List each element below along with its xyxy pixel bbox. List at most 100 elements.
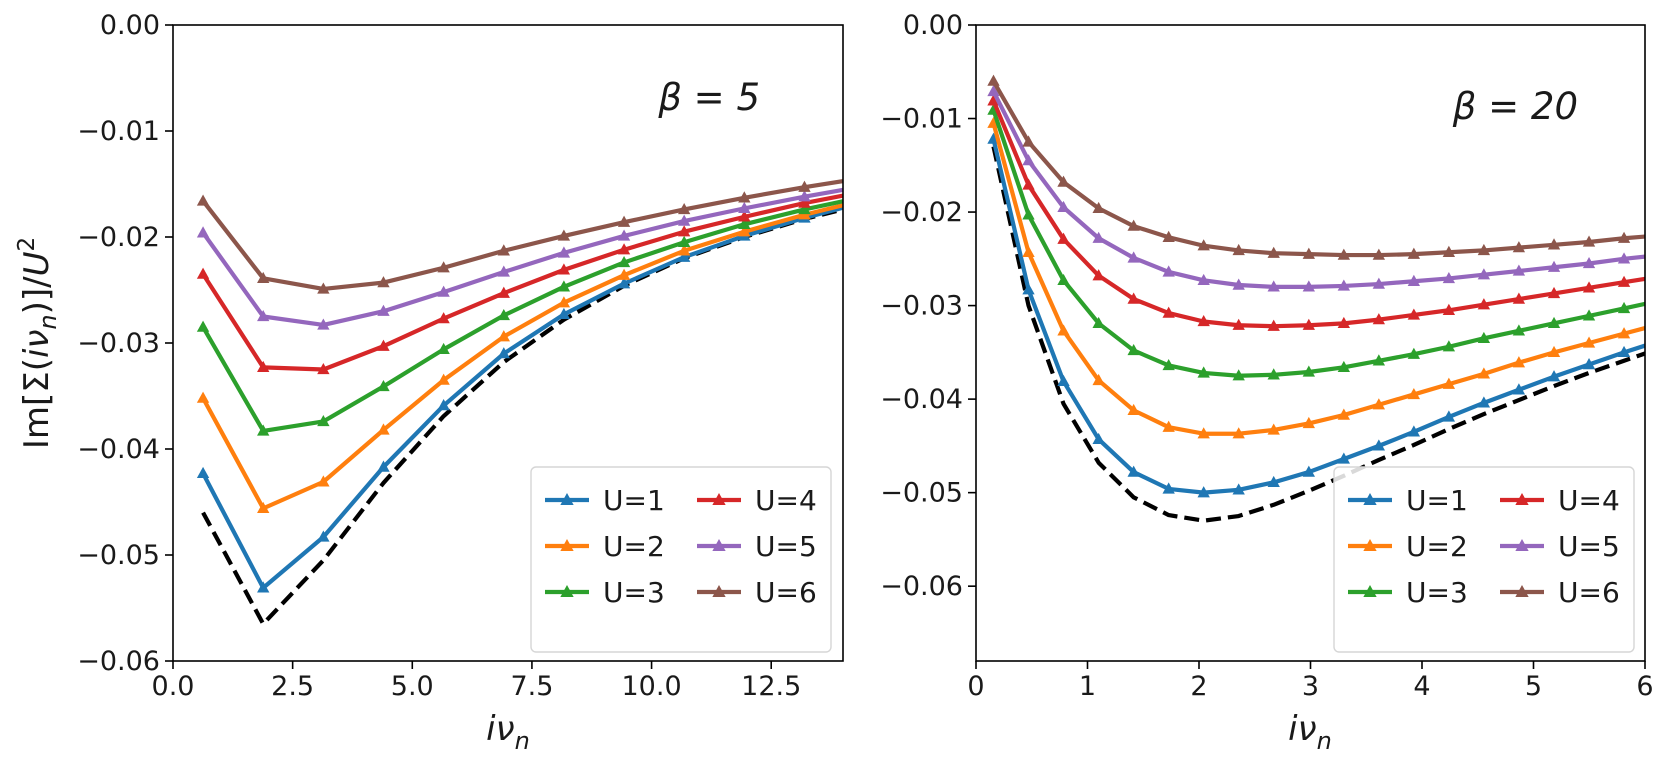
left-legend-label-u5: U=5	[755, 530, 817, 563]
right-x-tick-label: 0	[967, 671, 984, 702]
left-marker-u5	[677, 214, 691, 226]
right-marker-u2	[1582, 336, 1596, 348]
left-marker-u6	[317, 282, 330, 294]
left-marker-u2	[377, 423, 390, 435]
left-marker-u2	[617, 268, 631, 280]
right-marker-u3	[1442, 340, 1456, 352]
right-marker-u3	[1197, 366, 1210, 378]
right-marker-u6	[1547, 238, 1561, 250]
right-marker-u5	[1477, 268, 1491, 280]
right-y-tick-label: −0.03	[880, 291, 963, 322]
right-marker-u6	[1022, 135, 1035, 147]
right-marker-u5	[1057, 200, 1070, 213]
right-marker-u4	[1232, 318, 1245, 330]
right-y-tick-label: −0.05	[880, 478, 963, 509]
right-marker-u6	[1477, 243, 1491, 256]
right-marker-u2	[1512, 356, 1526, 368]
left-legend-marker-u3	[560, 585, 574, 598]
right-marker-u5	[1127, 251, 1140, 263]
left-marker-u3	[377, 379, 390, 392]
left-marker-u2	[257, 501, 270, 514]
right-marker-u4	[987, 94, 1000, 106]
right-marker-u1	[1267, 475, 1280, 488]
right-legend-marker-u2	[1363, 539, 1377, 552]
left-marker-u6	[377, 276, 390, 288]
left-beta-annotation: β = 5	[657, 76, 760, 119]
left-marker-u4	[317, 363, 330, 375]
right-panel: 0 1 2 3 4 5 6 0.00 −0.01 −0.02 −0.03 −0.04 −0.05 −0.0…	[880, 10, 1653, 755]
right-marker-u3	[1057, 273, 1070, 286]
right-marker-u1	[1022, 283, 1035, 295]
right-series-line-u4	[991, 99, 1645, 329]
right-marker-u3	[1582, 309, 1596, 321]
right-marker-u6	[1162, 230, 1175, 242]
right-marker-u3	[1232, 369, 1245, 381]
right-y-tick-label: −0.01	[880, 104, 963, 135]
right-marker-u3	[1127, 343, 1140, 356]
right-series-line-u2	[991, 122, 1645, 436]
right-x-tick-label: 1	[1079, 671, 1096, 702]
left-marker-u3	[677, 235, 691, 247]
left-legend-label-u4: U=4	[755, 484, 817, 517]
right-marker-u6	[1582, 235, 1596, 247]
left-series-line-u5	[201, 187, 843, 328]
right-beta-annotation: β = 20	[1452, 85, 1578, 128]
right-marker-u4	[1092, 269, 1105, 281]
right-marker-u6	[1372, 248, 1386, 260]
left-marker-u5	[377, 304, 390, 316]
right-marker-u2	[1617, 327, 1631, 339]
left-marker-u1	[437, 399, 450, 411]
right-marker-u1	[1372, 439, 1386, 451]
left-marker-u6	[557, 229, 571, 241]
left-y-tick-label: −0.04	[77, 434, 160, 465]
right-marker-u2	[1372, 398, 1386, 410]
left-y-tick-label: 0.00	[100, 10, 160, 41]
right-marker-u2	[1057, 324, 1070, 336]
right-marker-u6	[1302, 247, 1316, 259]
left-marker-u4	[677, 225, 691, 237]
left-series-group	[196, 178, 843, 627]
left-series-line-u6	[201, 178, 843, 292]
left-marker-u4	[497, 286, 510, 298]
left-series-line-u4	[201, 193, 843, 372]
right-marker-u3	[1162, 358, 1175, 371]
left-marker-u4	[617, 243, 631, 255]
left-marker-u5	[317, 318, 330, 330]
left-marker-u1	[557, 307, 571, 320]
left-y-axis-label: Im[Σ(iνn)]/U2	[14, 237, 62, 449]
left-marker-u3	[738, 217, 751, 229]
right-marker-u1	[1127, 465, 1140, 477]
right-marker-u6	[1512, 241, 1526, 253]
left-marker-u2	[557, 296, 571, 308]
right-marker-u3	[1407, 347, 1421, 359]
right-series-line-u5	[991, 90, 1645, 289]
right-marker-u5	[1197, 273, 1210, 286]
left-marker-u5	[437, 285, 450, 297]
left-x-tick-label: 5.0	[391, 671, 434, 702]
right-marker-u2	[1162, 420, 1175, 432]
right-marker-u2	[1407, 387, 1421, 400]
left-marker-u5	[257, 310, 270, 322]
right-legend-label-u5: U=5	[1558, 530, 1620, 563]
right-marker-u6	[1092, 201, 1105, 213]
left-marker-u2	[437, 373, 450, 385]
left-legend-marker-u4	[712, 493, 726, 506]
left-plot-frame	[172, 24, 844, 662]
right-marker-u4	[1127, 292, 1140, 304]
right-marker-u6	[1267, 246, 1280, 258]
left-marker-u1	[497, 347, 510, 359]
left-legend-label-u1: U=1	[603, 484, 665, 517]
right-marker-u1	[1302, 465, 1316, 477]
right-marker-u6	[1407, 247, 1421, 259]
right-y-tick-label: 0.00	[903, 10, 963, 41]
right-marker-u5	[1267, 280, 1280, 292]
right-marker-u1	[1162, 482, 1175, 494]
left-marker-u3	[257, 424, 270, 436]
left-marker-u1	[617, 277, 631, 289]
right-marker-u6	[1232, 243, 1245, 256]
right-legend-label-u2: U=2	[1406, 530, 1468, 563]
left-marker-u5	[497, 265, 510, 277]
right-marker-u5	[1302, 280, 1316, 292]
right-plot-frame	[975, 24, 1646, 662]
